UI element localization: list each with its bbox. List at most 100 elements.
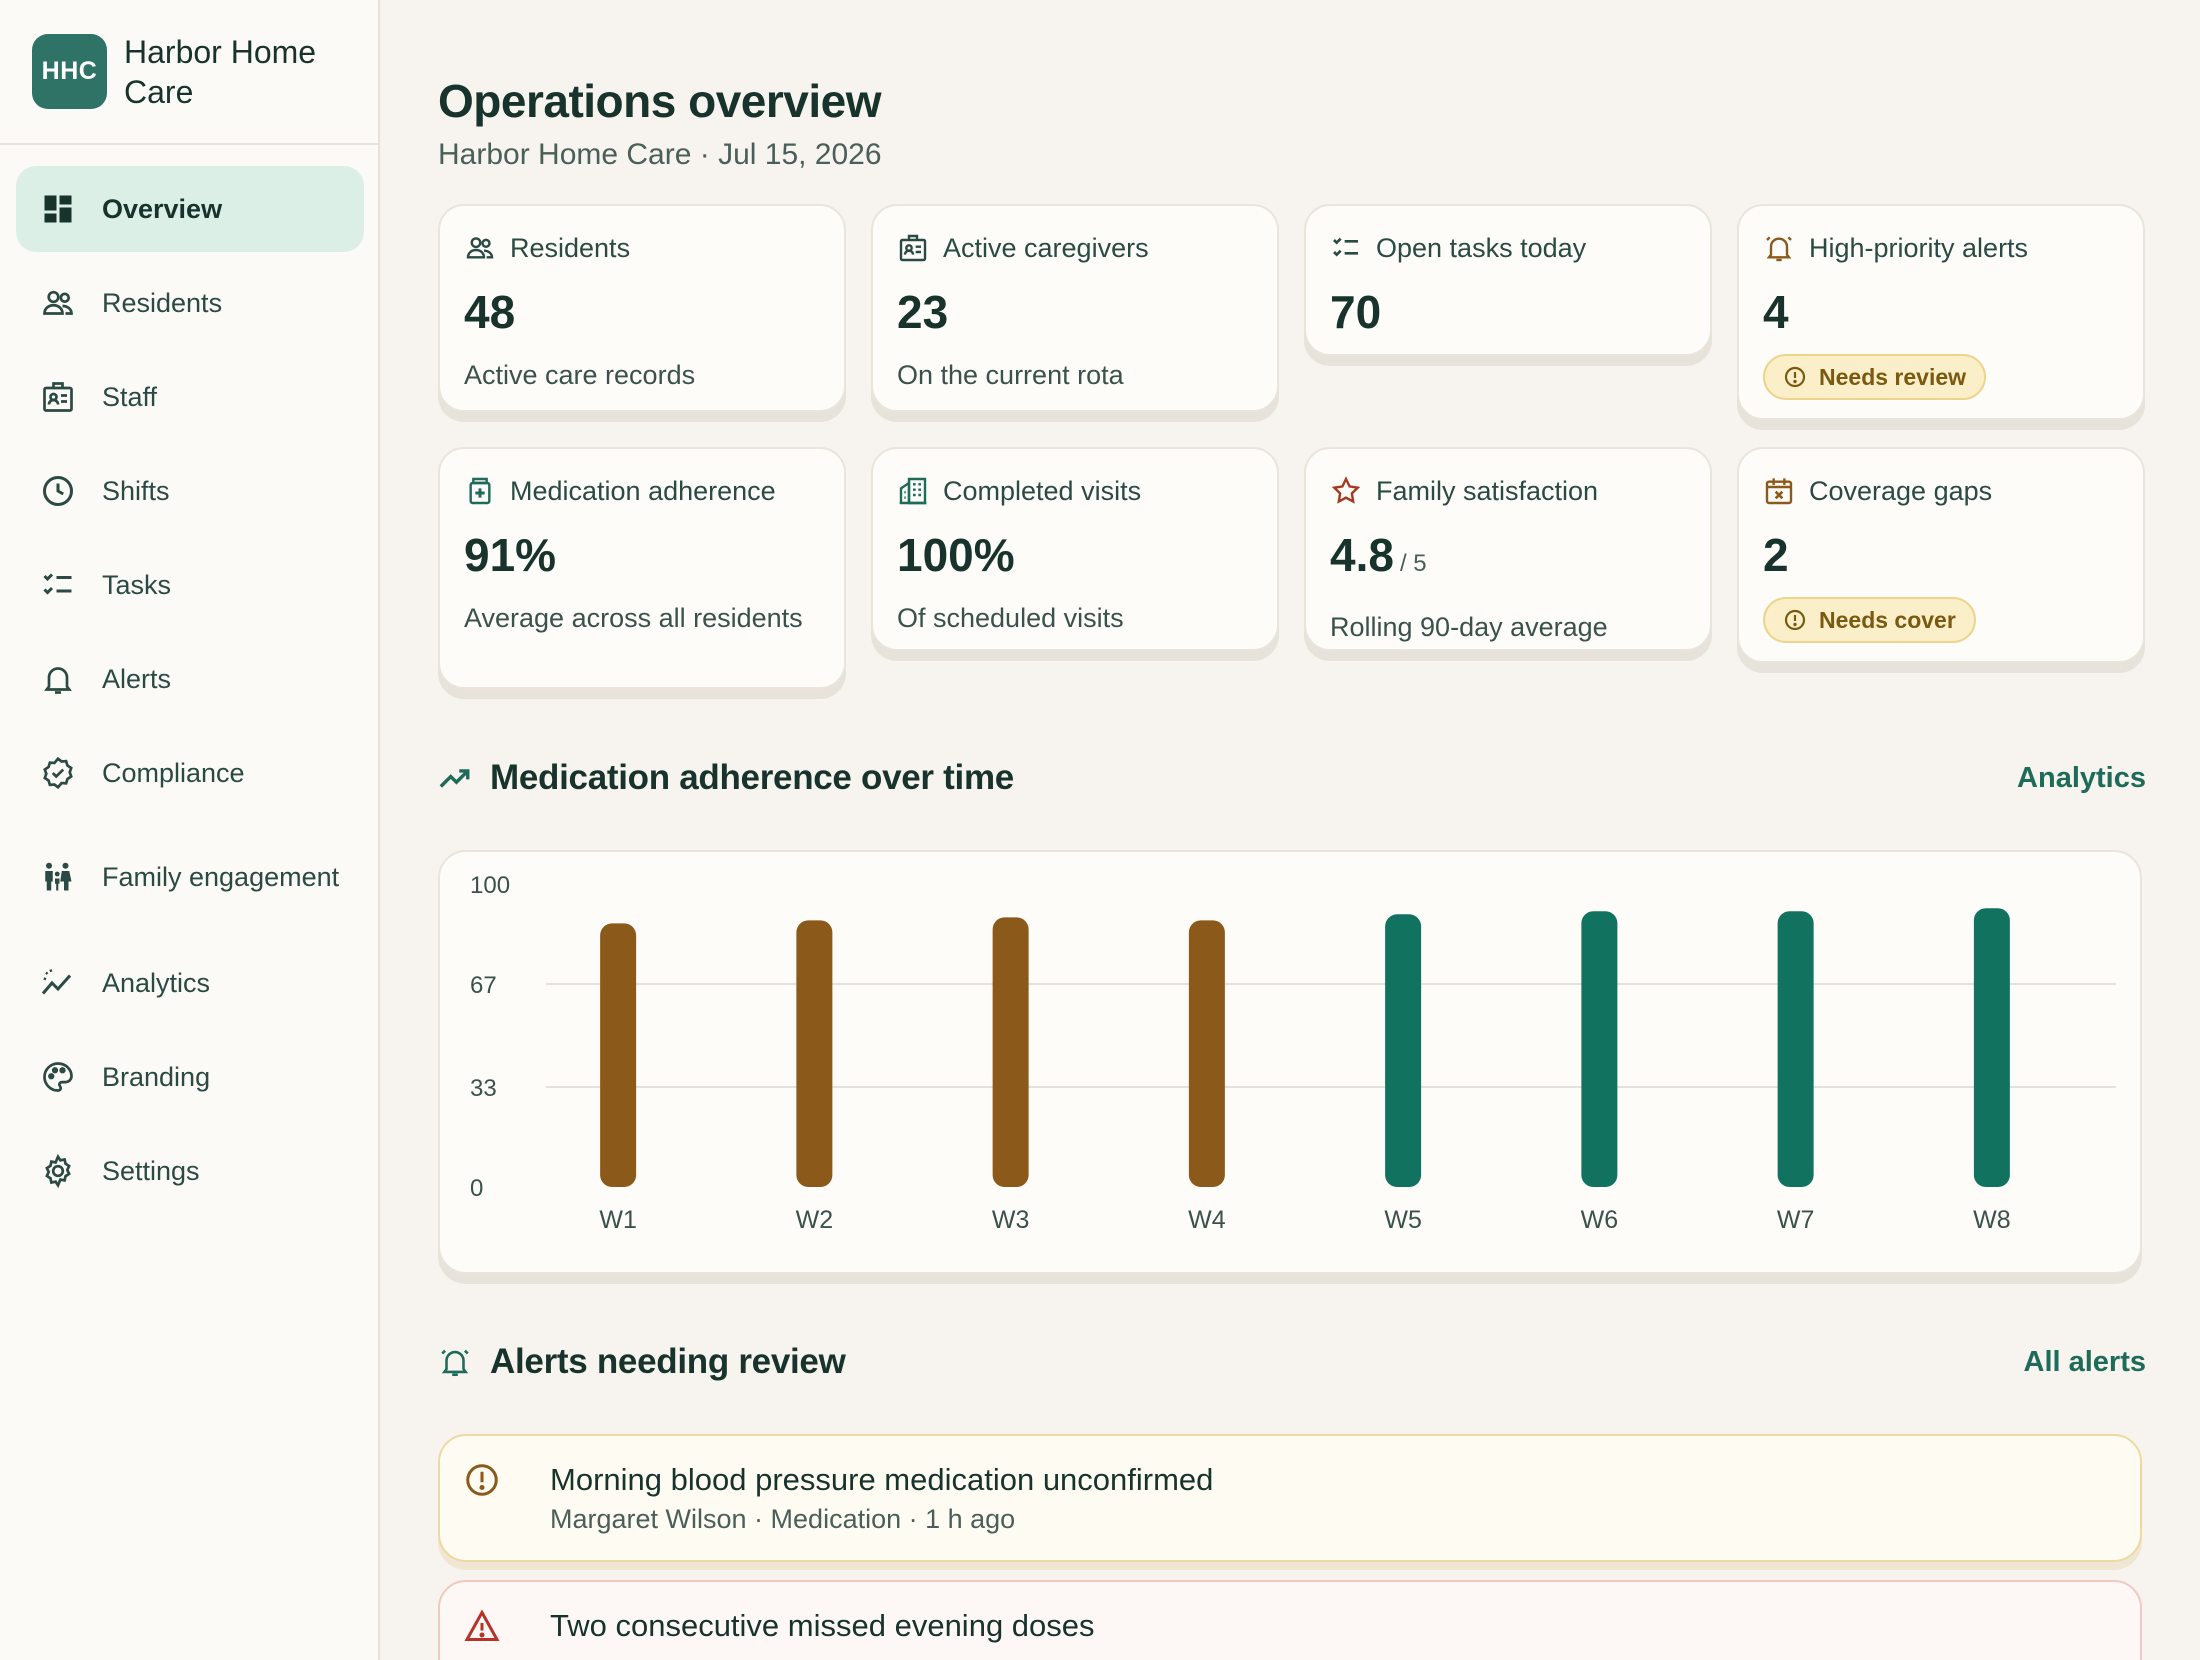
- y-tick-label: 33: [470, 1075, 497, 1102]
- metric-value: 4: [1763, 286, 1789, 338]
- metric-label: Residents: [510, 232, 631, 263]
- adherence-chart: 100 67 33 0 W1 W2 W3 W4 W5 W6 W7 W8: [438, 850, 2142, 1274]
- metric-card-coverage-gaps[interactable]: Coverage gaps 2 Needs cover: [1737, 447, 2145, 663]
- clock-icon: [40, 473, 76, 509]
- status-badge-label: Needs cover: [1819, 606, 1956, 633]
- id-badge-icon: [40, 379, 76, 415]
- section-title: Alerts needing review: [490, 1342, 846, 1381]
- checklist-icon: [40, 567, 76, 603]
- bar: [1385, 914, 1422, 1187]
- sidebar-item-family-engagement[interactable]: Family engagement: [16, 834, 364, 920]
- metric-value: 70: [1330, 286, 1382, 338]
- bar: [1777, 911, 1814, 1187]
- metric-label: Coverage gaps: [1809, 475, 1993, 506]
- verified-badge-icon: [40, 755, 76, 791]
- metric-sub: Of scheduled visits: [897, 603, 1124, 633]
- sidebar-item-label: Shifts: [102, 475, 170, 506]
- x-tick-label: W1: [599, 1206, 637, 1234]
- analytics-link[interactable]: Analytics: [2017, 762, 2146, 794]
- x-tick-label: W5: [1384, 1206, 1422, 1234]
- alert-item[interactable]: Two consecutive missed evening doses: [438, 1580, 2142, 1660]
- warning-triangle-icon: [464, 1609, 500, 1641]
- sidebar-item-alerts[interactable]: Alerts: [16, 636, 364, 722]
- metric-card-completed-visits[interactable]: Completed visits 100% Of scheduled visit…: [871, 447, 1279, 651]
- family-icon: [40, 859, 76, 895]
- alert-item[interactable]: Morning blood pressure medication unconf…: [438, 1434, 2142, 1562]
- bar: [992, 917, 1029, 1187]
- sidebar-item-tasks[interactable]: Tasks: [16, 542, 364, 628]
- sidebar-item-label: Alerts: [102, 663, 172, 694]
- sidebar-item-analytics[interactable]: Analytics: [16, 940, 364, 1026]
- brand[interactable]: HHC Harbor Home Care: [0, 0, 378, 145]
- sidebar-item-shifts[interactable]: Shifts: [16, 448, 364, 534]
- metric-card-active-caregivers[interactable]: Active caregivers 23 On the current rota: [871, 204, 1279, 412]
- metric-label: Open tasks today: [1376, 232, 1587, 263]
- metric-value: 23: [897, 286, 949, 338]
- x-tick-label: W4: [1188, 1206, 1226, 1234]
- metric-card-open-tasks[interactable]: Open tasks today 70: [1304, 204, 1712, 356]
- sidebar-item-compliance[interactable]: Compliance: [16, 730, 364, 816]
- x-tick-label: W3: [992, 1206, 1030, 1234]
- metric-value: 4.8: [1330, 529, 1394, 581]
- users-icon: [466, 237, 494, 259]
- status-badge: Needs cover: [1763, 597, 1976, 643]
- bar: [1188, 920, 1225, 1187]
- gear-icon: [40, 1153, 76, 1189]
- all-alerts-link[interactable]: All alerts: [2023, 1346, 2147, 1378]
- palette-icon: [40, 1059, 76, 1095]
- sidebar-item-settings[interactable]: Settings: [16, 1128, 364, 1214]
- exclamation-circle-icon: [466, 1464, 498, 1496]
- bar: [1581, 911, 1618, 1187]
- sidebar-item-label: Tasks: [102, 569, 172, 600]
- metric-sub: Rolling 90-day average: [1330, 612, 1608, 642]
- sidebar-item-label: Settings: [102, 1155, 200, 1186]
- metric-card-high-priority-alerts[interactable]: High-priority alerts 4 Needs review: [1737, 204, 2145, 420]
- medication-icon: [469, 477, 491, 505]
- alerts-section-header: Alerts needing review: [438, 1342, 846, 1382]
- x-tick-label: W6: [1581, 1206, 1619, 1234]
- chart-section-header: Medication adherence over time: [438, 758, 1014, 798]
- metric-value: 2: [1763, 529, 1789, 581]
- dashboard-icon: [40, 191, 76, 227]
- adherence-bar-chart: 100 67 33 0 W1 W2 W3 W4 W5 W6 W7 W8: [470, 872, 2116, 1234]
- status-badge: Needs review: [1763, 354, 1987, 400]
- metric-value: 100%: [897, 529, 1015, 581]
- star-icon: [1331, 476, 1361, 504]
- metric-card-family-satisfaction[interactable]: Family satisfaction 4.8/ 5 Rolling 90-da…: [1304, 447, 1712, 651]
- exclamation-circle-icon: [1784, 609, 1806, 631]
- sidebar-item-staff[interactable]: Staff: [16, 354, 364, 440]
- sidebar-item-residents[interactable]: Residents: [16, 260, 364, 346]
- metric-sub: Average across all residents: [464, 603, 803, 633]
- sidebar-item-label: Residents: [102, 287, 223, 318]
- trend-icon: [40, 965, 76, 1001]
- brand-name: Harbor Home Care: [124, 33, 317, 110]
- trend-up-icon: [439, 769, 470, 788]
- checklist-icon: [1333, 237, 1358, 257]
- sidebar-item-branding[interactable]: Branding: [16, 1034, 364, 1120]
- metric-value: 48: [464, 286, 516, 338]
- sidebar-item-label: Overview: [102, 193, 223, 224]
- metric-card-residents[interactable]: Residents 48 Active care records: [438, 204, 846, 412]
- y-tick-label: 67: [470, 972, 497, 999]
- calendar-x-icon: [1765, 478, 1793, 505]
- bar: [1973, 908, 2010, 1187]
- metric-label: Medication adherence: [510, 475, 776, 506]
- exclamation-circle-icon: [1784, 366, 1806, 388]
- metric-sub: On the current rota: [897, 360, 1124, 390]
- metric-label: Active caregivers: [943, 232, 1149, 263]
- metric-card-medication-adherence[interactable]: Medication adherence 91% Average across …: [438, 447, 846, 689]
- alert-title: Morning blood pressure medication unconf…: [550, 1462, 1214, 1497]
- buildings-icon: [899, 477, 927, 505]
- metric-label: Completed visits: [943, 475, 1142, 506]
- section-title: Medication adherence over time: [490, 758, 1014, 797]
- sidebar-item-overview[interactable]: Overview: [16, 166, 364, 252]
- metric-sub: Active care records: [464, 360, 696, 390]
- x-tick-label: W2: [796, 1206, 834, 1234]
- sidebar-nav: Overview Residents Staff Shifts Tasks: [0, 145, 378, 1189]
- metric-label: High-priority alerts: [1809, 232, 2029, 263]
- sidebar-item-label: Compliance: [102, 757, 245, 788]
- x-tick-label: W7: [1777, 1206, 1815, 1234]
- id-badge-icon: [899, 234, 927, 262]
- metric-unit: / 5: [1399, 550, 1427, 577]
- sidebar-item-label: Branding: [102, 1061, 211, 1092]
